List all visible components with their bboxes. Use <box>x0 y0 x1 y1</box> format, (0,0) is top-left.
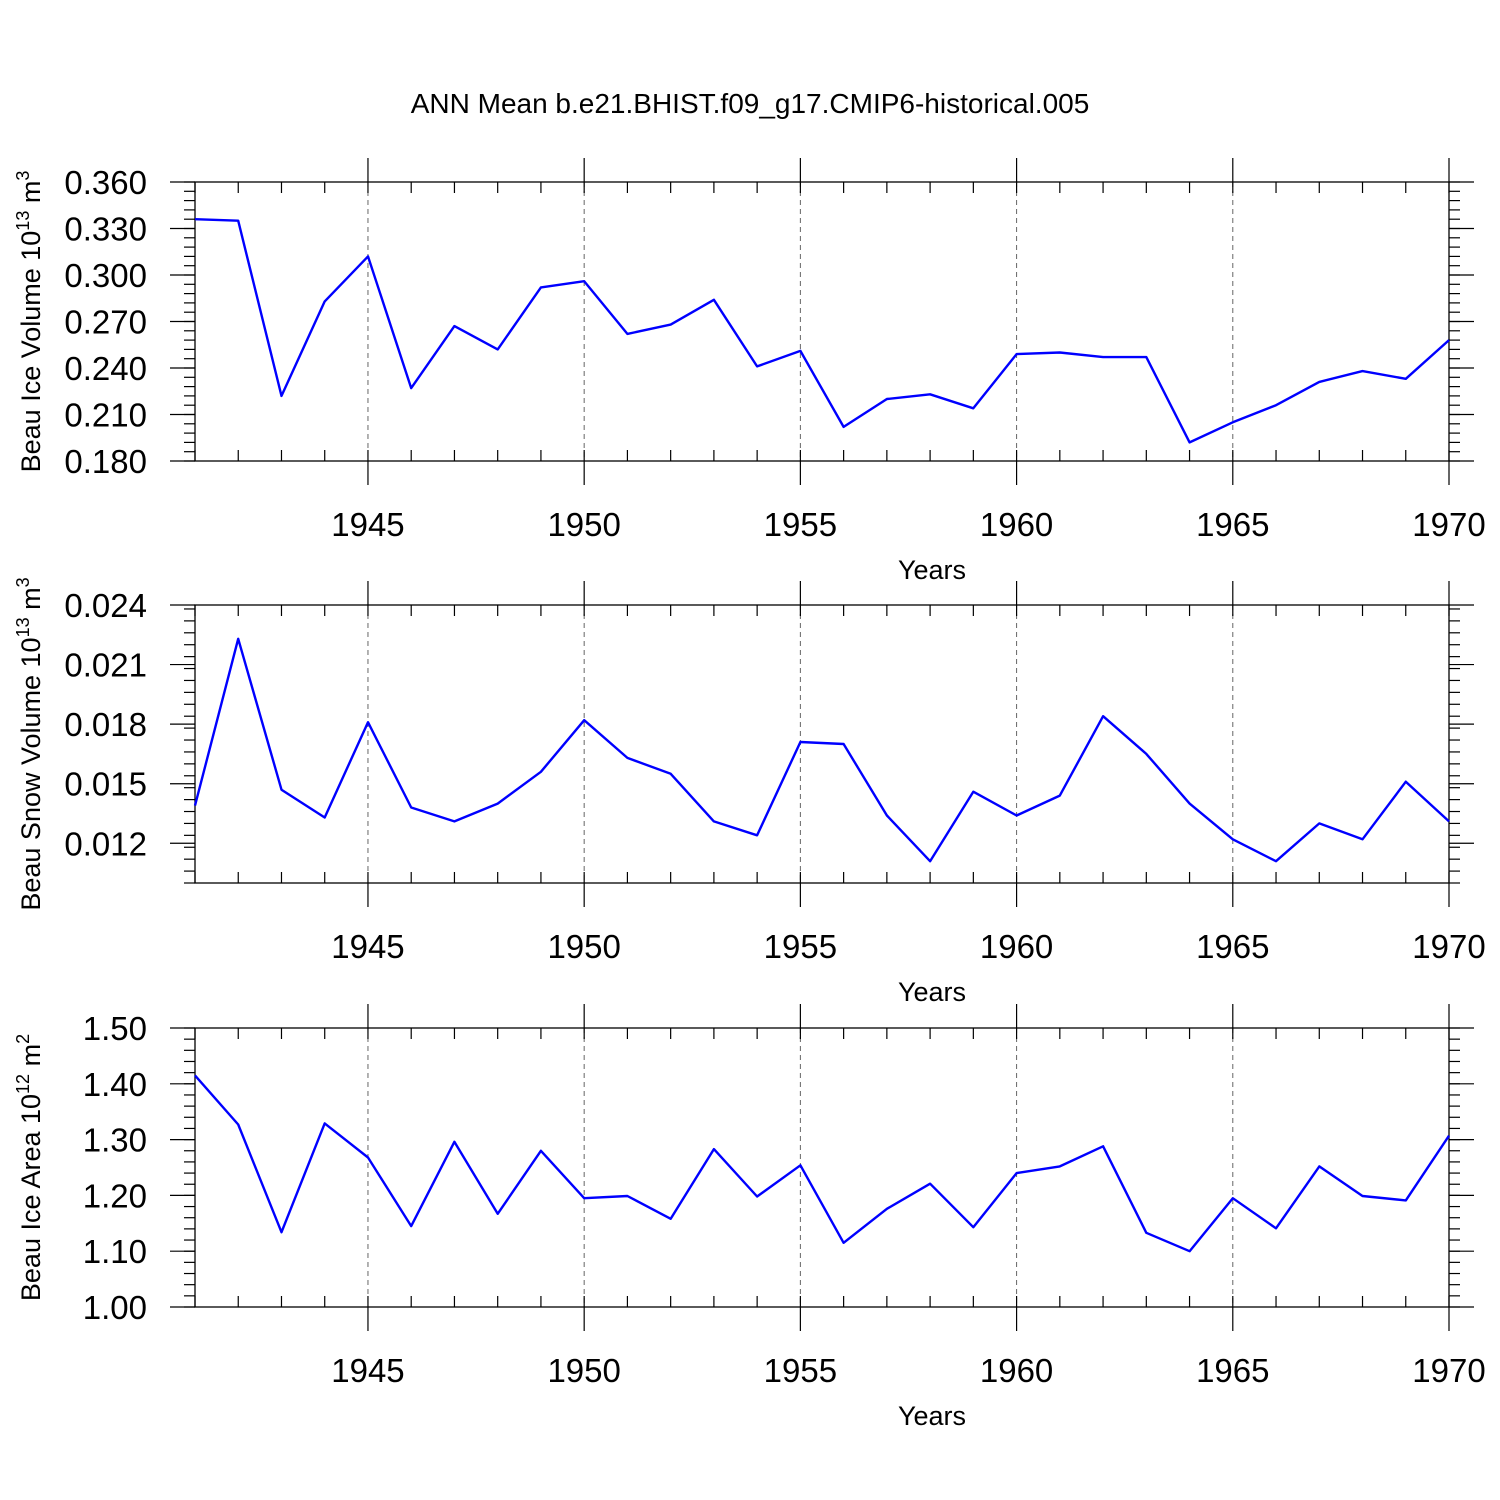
y-axis-title: Beau Ice Volume 1013 m3 <box>13 171 46 473</box>
x-tick-label: 1955 <box>764 928 837 965</box>
y-axis-title: Beau Ice Area 1012 m2 <box>13 1034 46 1301</box>
y-tick-label: 1.50 <box>83 1010 147 1047</box>
x-tick-label: 1955 <box>764 1352 837 1389</box>
series-line <box>194 1074 1450 1253</box>
x-tick-label: 1960 <box>980 1352 1053 1389</box>
x-tick-label: 1965 <box>1196 506 1269 543</box>
x-axis-title: Years <box>898 555 966 585</box>
x-tick-label: 1965 <box>1196 1352 1269 1389</box>
x-tick-label: 1945 <box>331 928 404 965</box>
y-tick-label: 0.240 <box>64 350 147 387</box>
x-tick-label: 1945 <box>331 506 404 543</box>
chart-panel-2: 1945 1950 1955 1960 1965 1970 0.012 0.015 0.018 0… <box>13 577 1486 1007</box>
x-tick-label: 1965 <box>1196 928 1269 965</box>
plot-frame <box>194 1027 1450 1308</box>
chart-panel-3: 1945 1950 1955 1960 1965 1970 1.00 1.10 1.20 1.30… <box>13 1004 1486 1431</box>
y-tick-label: 1.00 <box>83 1289 147 1326</box>
y-tick-label: 0.018 <box>64 706 147 743</box>
x-tick-label: 1960 <box>980 928 1053 965</box>
y-tick-label: 0.024 <box>64 587 147 624</box>
x-tick-label: 1970 <box>1412 928 1485 965</box>
y-tick-label: 0.360 <box>64 164 147 201</box>
y-tick-label: 0.210 <box>64 397 147 434</box>
x-tick-label: 1950 <box>547 1352 620 1389</box>
y-tick-label: 0.330 <box>64 211 147 248</box>
x-axis-title: Years <box>898 1401 966 1431</box>
x-axis-title: Years <box>898 977 966 1007</box>
y-tick-label: 0.270 <box>64 304 147 341</box>
x-tick-label: 1960 <box>980 506 1053 543</box>
series-line <box>193 637 1450 863</box>
y-tick-label: 0.180 <box>64 443 147 480</box>
x-tick-label: 1950 <box>547 928 620 965</box>
y-tick-label: 0.021 <box>64 647 147 684</box>
plot-frame <box>194 181 1450 462</box>
y-tick-label: 1.40 <box>83 1066 147 1103</box>
y-tick-label: 1.10 <box>83 1233 147 1270</box>
chart-panel-1: 1945 1950 1955 1960 1965 1970 0.180 0.210 0.240 0… <box>13 158 1486 585</box>
x-tick-label: 1950 <box>547 506 620 543</box>
x-tick-label: 1970 <box>1412 1352 1485 1389</box>
y-tick-label: 0.012 <box>64 825 147 862</box>
x-tick-label: 1955 <box>764 506 837 543</box>
y-tick-label: 0.300 <box>64 257 147 294</box>
page-title: ANN Mean b.e21.BHIST.f09_g17.CMIP6-histo… <box>410 88 1090 119</box>
plot-frame <box>194 604 1450 884</box>
y-axis-title: Beau Snow Volume 1013 m3 <box>13 577 46 910</box>
x-tick-label: 1970 <box>1412 506 1485 543</box>
y-tick-label: 1.20 <box>83 1177 147 1214</box>
y-tick-label: 1.30 <box>83 1122 147 1159</box>
x-tick-label: 1945 <box>331 1352 404 1389</box>
series-line <box>194 218 1450 444</box>
y-tick-label: 0.015 <box>64 766 147 803</box>
